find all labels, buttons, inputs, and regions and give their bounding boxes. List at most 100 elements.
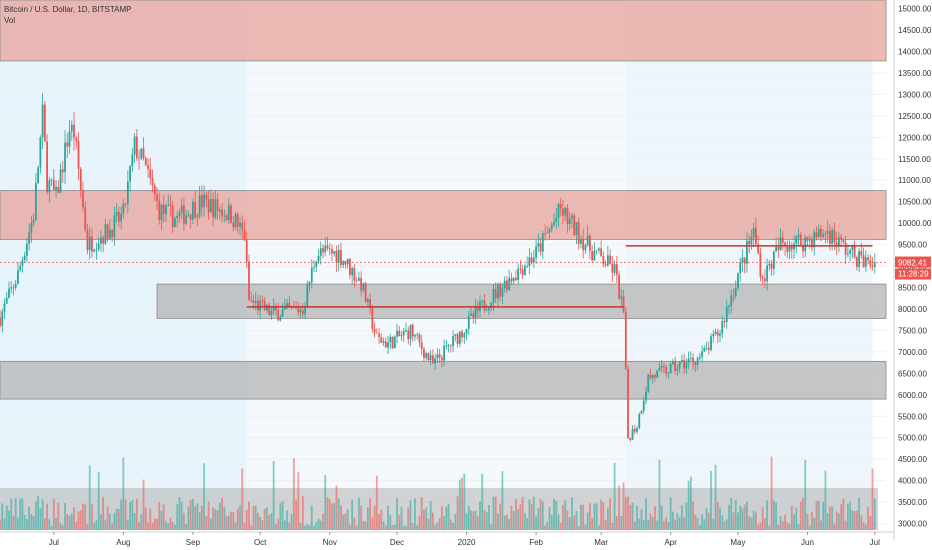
candle-body [135, 136, 138, 159]
candle-body [380, 337, 383, 343]
volume-bar [158, 502, 161, 530]
candle-body [389, 336, 392, 343]
candle-body [308, 282, 311, 285]
candle-body [638, 413, 641, 428]
candle-body [41, 104, 44, 138]
volume-bar [151, 522, 154, 530]
volume-bar [873, 498, 876, 530]
volume-bar [781, 521, 784, 530]
volume-bar [784, 514, 786, 530]
volume-bar [526, 518, 529, 530]
volume-bar [447, 504, 450, 530]
volume-bar [806, 513, 809, 530]
candle-body [730, 295, 733, 306]
volume-bar [209, 519, 212, 530]
volume-bar [584, 524, 587, 530]
y-tick-label: 9500.00 [898, 241, 927, 250]
volume-bar [122, 457, 125, 530]
candle-body [126, 181, 129, 205]
candle-body [79, 168, 82, 191]
candle-body [375, 332, 378, 334]
candle-body [743, 257, 746, 264]
volume-bar [714, 464, 717, 530]
volume-bar [656, 520, 659, 530]
candle-body [822, 234, 825, 237]
volume-bar [494, 496, 497, 530]
volume-bar [272, 461, 275, 530]
symbol-title: Bitcoin / U.S. Dollar, 1D, BITSTAMP [4, 5, 132, 14]
volume-bar [243, 522, 246, 530]
volume-bar [562, 505, 564, 530]
candle-body [497, 284, 499, 299]
candle-body [279, 316, 282, 321]
volume-bar [568, 517, 571, 530]
candle-body [111, 229, 114, 238]
candle-body [124, 203, 127, 205]
candle-body [577, 222, 580, 244]
volume-bar [66, 514, 69, 530]
volume-bar [304, 525, 306, 530]
candle-body [259, 300, 262, 311]
volume-bar [676, 512, 679, 530]
volume-bar [340, 505, 342, 530]
volume-bar [815, 500, 818, 530]
candle-body [95, 249, 98, 250]
volume-bar [472, 511, 475, 530]
candle-body [104, 224, 107, 244]
x-tick-label: May [730, 538, 745, 547]
y-tick-label: 8500.00 [898, 284, 927, 293]
candle-body [17, 270, 19, 284]
volume-bar [432, 512, 434, 530]
volume-bar [402, 525, 405, 530]
candle-body [250, 299, 253, 301]
volume-bar [174, 524, 176, 530]
candle-body [523, 266, 526, 275]
candle-body [310, 267, 313, 283]
candle-body [187, 214, 190, 216]
volume-bar [375, 475, 378, 530]
candle-body [205, 194, 208, 200]
candle-body [750, 237, 753, 245]
volume-bar [663, 521, 665, 530]
candle-body [483, 300, 486, 311]
candle-body [707, 347, 710, 350]
volume-bar [393, 524, 396, 530]
y-tick-label: 8000.00 [898, 305, 927, 314]
candle-body [553, 221, 555, 225]
candle-body [423, 348, 425, 358]
candle-body [61, 169, 64, 173]
volume-bar [790, 505, 793, 530]
volume-bar [266, 507, 268, 530]
candle-body [696, 358, 699, 365]
volume-bar [571, 497, 573, 530]
candle-body [656, 370, 659, 378]
volume-bar [308, 525, 311, 530]
shaded-period [246, 0, 626, 530]
volume-bar [851, 510, 854, 530]
volume-bar [176, 504, 179, 530]
volume-bar [77, 511, 80, 530]
candle-body [689, 357, 692, 359]
volume-bar [443, 516, 446, 530]
volume-bar [591, 518, 594, 530]
volume-bar [835, 511, 838, 530]
candle-body [362, 283, 365, 291]
candle-body [739, 262, 742, 274]
volume-bar [283, 520, 286, 530]
candle-body [115, 211, 118, 216]
candle-body [133, 136, 136, 155]
volume-bar [485, 512, 488, 530]
candle-body [353, 268, 356, 281]
volume-bar [582, 504, 585, 530]
candle-body [378, 333, 380, 338]
volume-bar [799, 501, 802, 530]
volume-bar [384, 525, 387, 530]
candle-body [295, 307, 297, 309]
volume-bar [669, 497, 672, 530]
candle-body [685, 362, 688, 369]
candle-body [840, 237, 843, 240]
volume-bar [743, 504, 746, 530]
volume-bar [104, 519, 107, 530]
volume-bar [230, 511, 232, 530]
